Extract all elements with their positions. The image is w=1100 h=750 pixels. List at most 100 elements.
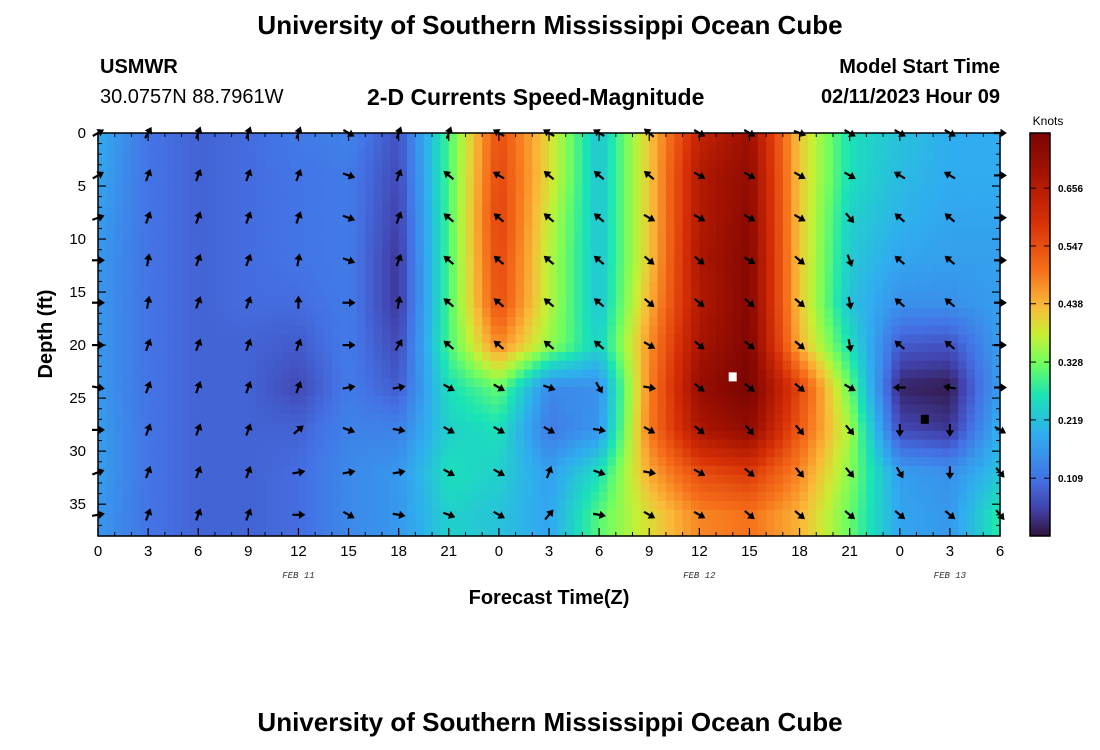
heatmap-cell [866,220,876,230]
heatmap-cell [866,264,876,274]
heatmap-cell [123,159,133,169]
heatmap-cell [181,273,191,283]
heatmap-cell [198,360,208,371]
heatmap-cell [457,159,467,169]
heatmap-cell [991,395,1001,406]
heatmap-cell [256,334,266,344]
heatmap-cell [799,518,809,528]
heatmap-cell [415,483,425,493]
heatmap-cell [156,465,166,476]
heatmap-cell [916,176,926,187]
heatmap-cell [381,211,391,222]
heatmap-cell [239,457,249,467]
heatmap-cell [365,483,375,493]
heatmap-cell [131,492,141,502]
heatmap-cell [373,133,383,143]
heatmap-cell [958,387,968,397]
heatmap-cell [966,334,976,344]
heatmap-cell [373,255,383,266]
heatmap-cell [949,273,959,283]
heatmap-cell [716,325,725,336]
heatmap-cell [716,176,725,187]
heatmap-cell [465,369,475,379]
heatmap-cell [106,325,116,336]
heatmap-cell [574,238,584,248]
heatmap-cell [173,246,183,257]
heatmap-cell [657,203,667,213]
heatmap-cell [98,448,107,458]
heatmap-cell [782,273,792,283]
heatmap-cell [974,387,984,397]
heatmap-cell [273,404,283,414]
heatmap-cell [298,334,308,344]
heatmap-cell [732,255,742,266]
heatmap-cell [432,176,442,187]
heatmap-cell [315,211,325,222]
heatmap-cell [373,185,383,195]
heatmap-cell [281,413,291,423]
heatmap-cell [791,369,801,379]
heatmap-cell [916,492,926,502]
heatmap-cell [949,168,959,178]
heatmap-cell [273,308,283,318]
heatmap-cell [356,527,366,537]
heatmap-cell [699,448,709,458]
heatmap-cell [298,448,308,458]
heatmap-cell [315,229,325,239]
heatmap-cell [874,404,884,414]
heatmap-cell [849,150,859,160]
heatmap-cell [248,474,258,485]
heatmap-cell [749,492,759,502]
heatmap-cell [649,413,659,423]
heatmap-cell [315,203,325,213]
heatmap-cell [390,518,400,528]
heatmap-cell [340,387,350,397]
heatmap-cell [290,185,300,195]
heatmap-cell [256,492,266,502]
heatmap-cell [624,176,634,187]
heatmap-cell [173,422,183,432]
heatmap-cell [699,492,709,502]
heatmap-cell [983,413,993,423]
heatmap-cell [390,448,400,458]
heatmap-cell [373,430,383,441]
heatmap-cell [148,352,158,362]
heatmap-cell [473,159,483,169]
heatmap-cell [265,500,274,511]
heatmap-cell [198,203,208,213]
heatmap-cell [757,211,767,222]
heatmap-cell [924,325,934,336]
heatmap-cell [916,220,926,230]
heatmap-cell [239,176,249,187]
heatmap-cell [523,194,533,204]
heatmap-cell [348,220,358,230]
heatmap-cell [482,422,492,432]
heatmap-cell [106,413,116,423]
heatmap-cell [883,159,893,169]
heatmap-cell [690,316,700,327]
heatmap-cell [916,334,926,344]
heatmap-cell [816,422,826,432]
heatmap-cell [206,404,216,414]
heatmap-cell [131,527,141,537]
heatmap-cell [306,483,316,493]
heatmap-cell [448,203,458,213]
heatmap-cell [231,220,241,230]
heatmap-cell [164,448,174,458]
heatmap-cell [540,281,550,292]
heatmap-cell [699,500,709,511]
heatmap-cell [974,404,984,414]
heatmap-cell [381,168,391,178]
heatmap-cell [741,246,751,257]
heatmap-cell [356,255,366,266]
heatmap-cell [523,378,533,388]
heatmap-cell [239,378,249,388]
heatmap-cell [231,343,241,353]
heatmap-cell [816,203,826,213]
heatmap-cell [799,527,809,537]
heatmap-cell [164,352,174,362]
heatmap-cell [373,378,383,388]
heatmap-cell [231,404,241,414]
heatmap-cell [774,474,784,485]
heatmap-cell [248,387,258,397]
